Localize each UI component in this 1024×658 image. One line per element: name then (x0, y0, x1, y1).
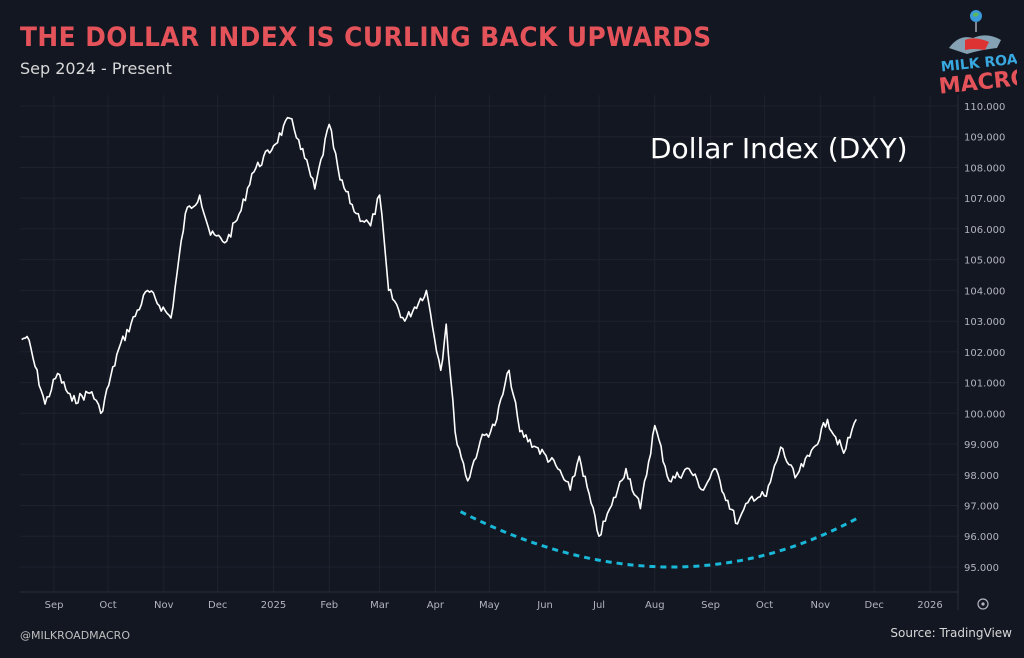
x-tick-label: Sep (45, 600, 64, 611)
x-tick-label: Dec (208, 600, 227, 611)
y-tick-label: 106.000 (964, 225, 1005, 236)
y-tick-label: 99.000 (964, 440, 999, 451)
y-tick-label: 96.000 (964, 532, 999, 543)
trend-curve (459, 510, 859, 569)
milk-road-macro-logo: MILK ROAD MACRO (938, 10, 1017, 94)
footer-handle: @MILKROADMACRO (20, 629, 130, 642)
y-axis: 110.000 109.000 108.000 107.000 106.000 105.0… (964, 102, 1005, 574)
x-tick-label: Mar (370, 600, 390, 611)
chart-subtitle: Sep 2024 - Present (20, 59, 172, 78)
y-tick-label: 95.000 (964, 563, 999, 574)
chart-title: THE DOLLAR INDEX IS CURLING BACK UPWARDS (20, 22, 712, 53)
y-tick-label: 103.000 (964, 317, 1005, 328)
x-tick-label: Oct (756, 600, 773, 611)
x-tick-label: Nov (154, 600, 174, 611)
x-tick-label: Nov (811, 600, 831, 611)
y-tick-label: 100.000 (964, 409, 1005, 420)
y-tick-label: 108.000 (964, 163, 1005, 174)
settings-icon[interactable] (977, 598, 989, 610)
x-tick-label: Feb (320, 600, 338, 611)
y-tick-label: 110.000 (964, 102, 1005, 113)
y-tick-label: 97.000 (964, 501, 999, 512)
x-tick-label: 2026 (917, 600, 942, 611)
y-tick-label: 109.000 (964, 133, 1005, 144)
x-tick-label: Jul (592, 600, 605, 611)
y-tick-label: 104.000 (964, 286, 1005, 297)
y-tick-label: 98.000 (964, 471, 999, 482)
x-tick-label: Apr (427, 600, 445, 611)
x-tick-label: Oct (99, 600, 116, 611)
grid (20, 95, 958, 592)
dxy-series-line (21, 116, 857, 537)
x-tick-label: Jun (536, 600, 553, 611)
x-tick-label: May (479, 600, 500, 611)
footer-source: Source: TradingView (890, 626, 1012, 640)
series-label: Dollar Index (DXY) (650, 132, 908, 165)
x-tick-label: Dec (865, 600, 884, 611)
x-tick-label: Sep (701, 600, 720, 611)
y-tick-label: 101.000 (964, 379, 1005, 390)
x-tick-label: Aug (645, 600, 665, 611)
x-axis: Sep Oct Nov Dec 2025 Feb Mar Apr May Jun Jul Aug Sep… (45, 600, 943, 611)
y-tick-label: 107.000 (964, 194, 1005, 205)
y-tick-label: 105.000 (964, 256, 1005, 267)
x-tick-label: 2025 (261, 600, 286, 611)
y-tick-label: 102.000 (964, 348, 1005, 359)
